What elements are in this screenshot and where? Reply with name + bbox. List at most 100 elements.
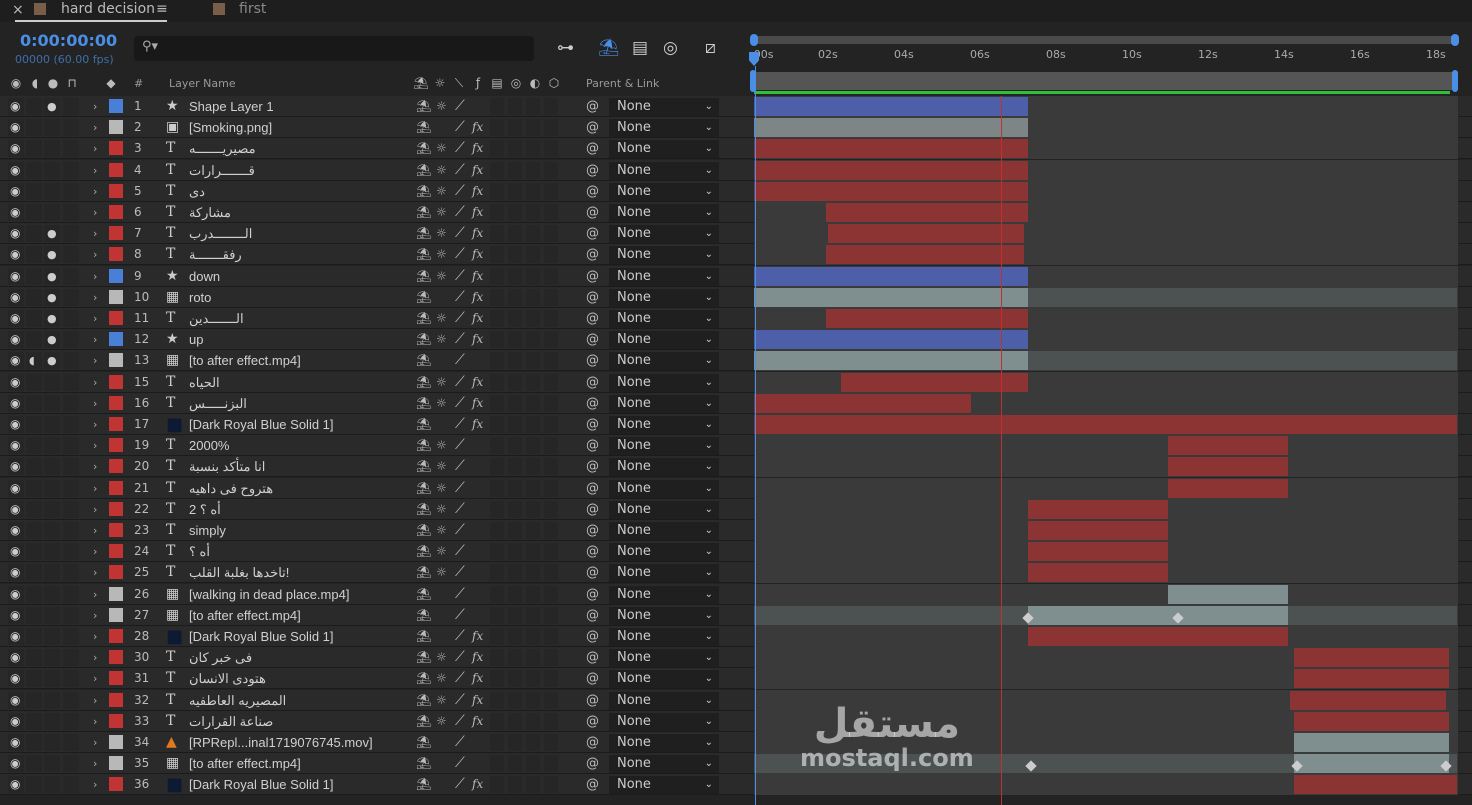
effects-fx-icon[interactable]: fx [472, 247, 484, 262]
solo-toggle[interactable] [44, 246, 60, 264]
frame-blending-icon[interactable]: ▤ [632, 38, 649, 58]
expand-chevron-icon[interactable]: › [93, 312, 98, 325]
switch-cell[interactable] [544, 479, 558, 497]
switch-cell[interactable] [526, 585, 540, 603]
solo-toggle[interactable] [44, 500, 60, 518]
quality-slash-icon[interactable]: ⟋ [455, 712, 465, 729]
parent-dropdown[interactable]: None ⌄ [609, 755, 719, 774]
parent-dropdown[interactable]: None ⌄ [609, 628, 719, 646]
expand-chevron-icon[interactable]: › [93, 693, 98, 707]
layer-row[interactable]: ◉ ● › 10 ▦ roto ⛱ ⟋ fx @ None ⌄ [0, 286, 1472, 308]
solo-toggle[interactable] [44, 628, 60, 645]
parent-dropdown[interactable]: None ⌄ [609, 288, 719, 307]
graph-editor-icon[interactable]: ⧄ [705, 38, 716, 58]
solo-toggle[interactable] [44, 267, 60, 285]
visibility-toggle[interactable] [8, 437, 24, 455]
switch-cell[interactable] [526, 649, 540, 667]
quality-slash-icon[interactable]: ⟋ [455, 649, 465, 666]
layer-duration-bar[interactable] [826, 309, 1028, 328]
layer-name[interactable]: الحياه [189, 374, 220, 390]
switch-cell[interactable] [526, 776, 540, 794]
quality-slash-icon[interactable]: ⟋ [455, 246, 465, 263]
eye-icon[interactable]: ◉ [10, 438, 21, 453]
quality-slash-icon[interactable]: ⟋ [455, 755, 465, 772]
switch-cell[interactable] [544, 691, 558, 709]
shy-switch-icon[interactable]: ⛱ [416, 205, 432, 219]
expand-chevron-icon[interactable]: › [93, 736, 98, 749]
pick-whip-icon[interactable]: @ [586, 544, 599, 560]
switch-cell[interactable] [490, 585, 504, 603]
audio-toggle[interactable] [26, 522, 42, 539]
visibility-toggle[interactable] [8, 522, 24, 539]
solo-toggle[interactable] [44, 182, 60, 200]
lock-toggle[interactable] [63, 712, 79, 730]
eye-icon[interactable]: ◉ [10, 565, 21, 580]
label-color[interactable] [109, 713, 123, 728]
label-color[interactable] [109, 756, 123, 771]
pick-whip-icon[interactable]: @ [586, 756, 599, 772]
shy-switch-icon[interactable]: ⛱ [416, 374, 432, 389]
switch-cell[interactable] [508, 691, 522, 709]
lock-toggle[interactable] [63, 373, 79, 391]
quality-slash-icon[interactable]: ⟋ [455, 670, 465, 687]
visibility-toggle[interactable] [8, 543, 24, 561]
switch-cell[interactable] [526, 712, 540, 730]
label-color[interactable] [109, 374, 123, 389]
switch-cell[interactable] [490, 543, 504, 561]
layer-duration-bar[interactable] [754, 393, 971, 413]
lock-toggle[interactable] [63, 649, 79, 667]
pick-whip-icon[interactable]: @ [586, 501, 599, 517]
expand-chevron-icon[interactable]: › [93, 100, 98, 113]
layer-row[interactable]: ◉ › 22 T أه ؟ 2 ⛱ ☼ ⟋ @ None ⌄ [0, 498, 1472, 520]
switch-cell[interactable] [490, 204, 504, 221]
solo-dot-icon[interactable]: ● [47, 290, 57, 304]
switch-cell[interactable] [508, 331, 522, 349]
quality-slash-icon[interactable]: ⟋ [455, 585, 465, 602]
quality-slash-icon[interactable]: ⟋ [455, 373, 465, 390]
solo-toggle[interactable] [44, 331, 60, 349]
pick-whip-icon[interactable]: @ [586, 735, 599, 750]
eye-icon[interactable]: ◉ [10, 459, 21, 474]
quality-slash-icon[interactable]: ⟋ [455, 331, 465, 348]
shy-switch-icon[interactable]: ⛱ [416, 99, 432, 113]
visibility-toggle[interactable] [8, 267, 24, 285]
switch-cell[interactable] [490, 394, 504, 412]
switch-cell[interactable] [490, 437, 504, 455]
switch-cell[interactable] [544, 246, 558, 264]
layer-duration-bar[interactable] [1027, 605, 1288, 625]
switch-cell[interactable] [508, 500, 522, 518]
solo-dot-icon[interactable]: ● [47, 269, 57, 283]
layer-name[interactable]: انا متأكد بنسبة [189, 459, 266, 475]
switch-cell[interactable] [508, 606, 522, 624]
layer-duration-bar[interactable] [1168, 478, 1288, 498]
pick-whip-icon[interactable]: @ [586, 438, 599, 454]
collapse-transformations-icon[interactable]: ☼ [436, 162, 447, 177]
effects-fx-icon[interactable]: fx [472, 205, 484, 219]
label-color[interactable] [109, 120, 123, 135]
pick-whip-icon[interactable]: @ [586, 141, 599, 157]
layer-search-input[interactable]: ⚲▾ [134, 36, 534, 61]
layer-duration-bar[interactable] [1027, 563, 1169, 583]
expand-chevron-icon[interactable]: › [93, 587, 98, 601]
lock-toggle[interactable] [63, 246, 79, 264]
audio-toggle[interactable] [26, 161, 42, 179]
switch-cell[interactable] [508, 267, 522, 285]
column-layer-name[interactable]: Layer Name [169, 77, 236, 90]
lock-toggle[interactable] [63, 416, 79, 433]
solo-toggle[interactable] [44, 352, 60, 370]
switch-cell[interactable] [526, 161, 540, 179]
layer-duration-bar[interactable] [754, 754, 1457, 774]
expand-chevron-icon[interactable]: › [93, 630, 98, 643]
switch-cell[interactable] [544, 500, 558, 518]
label-color[interactable] [109, 459, 123, 474]
solo-toggle[interactable] [44, 416, 60, 433]
switch-cell[interactable] [544, 140, 558, 158]
switch-cell[interactable] [490, 119, 504, 137]
collapse-transformations-icon[interactable]: ☼ [436, 713, 447, 728]
solo-toggle[interactable] [44, 755, 60, 773]
switch-cell[interactable] [508, 437, 522, 455]
layer-name[interactable]: [to after effect.mp4] [189, 353, 301, 369]
label-color[interactable] [109, 162, 123, 177]
lock-toggle[interactable] [63, 204, 79, 221]
solo-toggle[interactable] [44, 712, 60, 730]
